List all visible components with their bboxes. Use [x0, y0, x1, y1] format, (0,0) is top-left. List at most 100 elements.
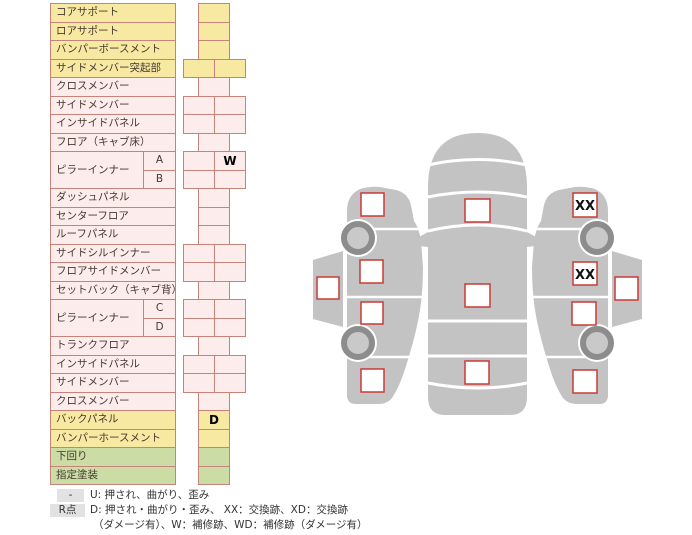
table-row: クロスメンバー [50, 77, 250, 97]
table-row: ダッシュパネル [50, 188, 250, 208]
damage-marker [572, 192, 598, 218]
pillar-inner-group-front: ピラーインナー A B [50, 151, 250, 189]
top-view [419, 133, 536, 415]
grid-cell [214, 299, 246, 319]
grid-cell [183, 373, 215, 393]
table-row: 指定塗装 [50, 465, 250, 485]
table-row: フロア（キャブ床） [50, 132, 250, 152]
legend-line-wrap: （ダメージ有）、W：補修跡、WD：補修跡（ダメージ有） [50, 518, 430, 533]
part-label: トランクフロア [50, 336, 176, 356]
wheel-icon [341, 221, 375, 255]
legend-text-u: U: 押され、曲がり、歪み [90, 489, 210, 501]
grid-cell [183, 114, 215, 134]
table-row: W [50, 151, 250, 171]
right-mirror-icon [527, 232, 536, 247]
part-label: フロアサイドメンバー [50, 262, 176, 282]
parts-table: コアサポート ロアサポート バンパーボースメント サイドメンバー突起部 クロスメ… [50, 3, 250, 486]
table-row: セットバック（キャブ背） [50, 280, 250, 300]
grid-cell [183, 243, 215, 263]
part-label: サイドシルインナー [50, 243, 176, 263]
part-label: コアサポート [50, 3, 176, 23]
legend-line-r: R点 D: 押され・曲がり・歪み、 XX：交換跡、XD：交換跡 [50, 503, 430, 518]
grid-cell [183, 151, 215, 171]
car-top-body [428, 133, 527, 415]
grid-cell [198, 447, 230, 467]
table-row [50, 169, 250, 189]
vehicle-diagram: XX XX [313, 133, 642, 415]
grid-cell [214, 58, 246, 78]
grid-cell [198, 77, 230, 97]
legend-text-wrap: （ダメージ有）、W：補修跡、WD：補修跡（ダメージ有） [93, 519, 368, 531]
grid-cell [214, 373, 246, 393]
grid-cell [198, 21, 230, 41]
damage-marker [571, 301, 597, 326]
part-label: ルーフパネル [50, 225, 176, 245]
table-row: バンパーホースメント [50, 428, 250, 448]
panel-divider [427, 381, 528, 390]
part-label: サイドメンバー [50, 95, 176, 115]
legend-line-u: - U: 押され、曲がり、歪み [50, 488, 430, 503]
grid-cell [198, 206, 230, 226]
legend-text-d: D: 押され・曲がり・歪み、 XX：交換跡、XD：交換跡 [90, 504, 348, 516]
table-row: バンパーボースメント [50, 40, 250, 60]
damage-marker [464, 283, 491, 308]
table-row: ロアサポート [50, 21, 250, 41]
damage-marker [572, 369, 598, 394]
wheel-icon [580, 221, 614, 255]
part-label: セットバック（キャブ背） [50, 280, 176, 300]
table-row: 下回り [50, 447, 250, 467]
grid-cell [214, 243, 246, 263]
grid-cell [183, 169, 215, 189]
part-label: インサイドパネル [50, 114, 176, 134]
part-label: サイドメンバー [50, 373, 176, 393]
table-row: インサイドパネル [50, 114, 250, 134]
damage-marker [359, 259, 384, 284]
damage-marker [464, 360, 490, 385]
grid-cell-mark: D [198, 410, 230, 430]
left-mirror-icon [419, 232, 428, 247]
table-row [50, 317, 250, 337]
grid-cell [214, 262, 246, 282]
grid-cell [198, 465, 230, 485]
wheel-icon [341, 326, 375, 360]
damage-marker-label: XX [575, 199, 595, 214]
table-row: バックパネル D [50, 410, 250, 430]
table-row [50, 299, 250, 319]
grid-cell [214, 95, 246, 115]
table-row: サイドメンバー突起部 [50, 58, 250, 78]
panel-divider [427, 223, 528, 233]
table-row: サイドメンバー [50, 95, 250, 115]
damage-marker [464, 198, 491, 223]
grid-cell [198, 280, 230, 300]
left-side-view [313, 186, 423, 404]
table-row: トランクフロア [50, 336, 250, 356]
part-label: バンパーボースメント [50, 40, 176, 60]
grid-cell [214, 354, 246, 374]
right-side-view: XX XX [532, 186, 642, 404]
grid-cell [198, 391, 230, 411]
grid-cell [198, 428, 230, 448]
grid-cell [183, 58, 215, 78]
part-label: ダッシュパネル [50, 188, 176, 208]
part-label: ピラーインナー [50, 151, 144, 189]
part-label: バンパーホースメント [50, 428, 176, 448]
grid-cell [198, 225, 230, 245]
table-row: フロアサイドメンバー [50, 262, 250, 282]
damage-marker [316, 276, 340, 300]
table-row: サイドメンバー [50, 373, 250, 393]
legend: - U: 押され、曲がり、歪み R点 D: 押され・曲がり・歪み、 XX：交換跡… [50, 488, 430, 533]
grid-cell [214, 317, 246, 337]
part-label: インサイドパネル [50, 354, 176, 374]
damage-marker-label: XX [575, 268, 595, 283]
grid-cell [214, 169, 246, 189]
grid-cell [183, 262, 215, 282]
table-row: センターフロア [50, 206, 250, 226]
table-row: コアサポート [50, 3, 250, 23]
part-label: クロスメンバー [50, 77, 176, 97]
grid-cell [183, 299, 215, 319]
part-label: 指定塗装 [50, 465, 176, 485]
panel-divider [427, 190, 528, 199]
part-label: サイドメンバー突起部 [50, 58, 176, 78]
part-label: ロアサポート [50, 21, 176, 41]
